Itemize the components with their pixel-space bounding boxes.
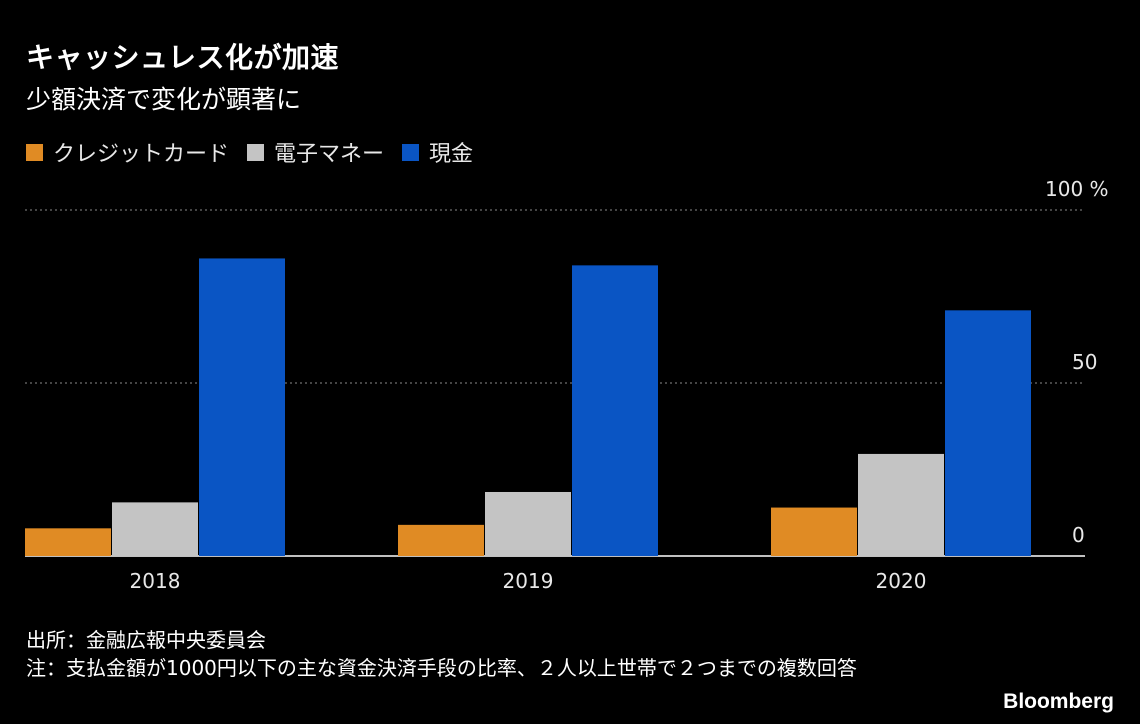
bar: [945, 310, 1031, 556]
x-tick-label: 2020: [876, 569, 927, 593]
bar: [112, 502, 198, 556]
chart-title: キャッシュレス化が加速: [26, 41, 339, 74]
y-tick-label: 100 %: [1045, 177, 1109, 201]
footnote: 注：支払金額が1000円以下の主な資金決済手段の比率、２人以上世帯で２つまでの複…: [26, 656, 857, 680]
x-tick-label: 2018: [130, 569, 181, 593]
legend: クレジットカード 電子マネー 現金: [26, 136, 491, 168]
bar: [572, 265, 658, 556]
chart-subtitle: 少額決済で変化が顕著に: [26, 85, 302, 114]
legend-item-e-money: 電子マネー: [247, 136, 384, 168]
x-tick-label: 2019: [503, 569, 554, 593]
bar: [771, 507, 857, 556]
bloomberg-logo: Bloomberg: [1003, 690, 1114, 713]
legend-label-cash: 現金: [429, 142, 474, 167]
bar: [485, 491, 571, 556]
notes: 出所：金融広報中央委員会 注：支払金額が1000円以下の主な資金決済手段の比率、…: [26, 626, 926, 682]
bar: [25, 528, 111, 556]
source-note: 出所：金融広報中央委員会: [26, 628, 266, 652]
legend-label-e-money: 電子マネー: [274, 142, 385, 167]
bar: [199, 258, 285, 556]
bar: [858, 453, 944, 556]
legend-swatch-cash: [402, 143, 420, 161]
bar-chart: 0 50 100 % 2018 2019 2020: [25, 177, 1109, 593]
legend-item-credit-card: クレジットカード: [26, 136, 229, 168]
bar: [398, 524, 484, 556]
legend-item-cash: 現金: [402, 136, 473, 168]
y-tick-label: 50: [1072, 350, 1097, 374]
legend-swatch-e-money: [247, 143, 265, 161]
legend-label-credit-card: クレジットカード: [53, 142, 230, 167]
legend-swatch-credit-card: [26, 143, 43, 161]
y-tick-label: 0: [1072, 523, 1085, 547]
